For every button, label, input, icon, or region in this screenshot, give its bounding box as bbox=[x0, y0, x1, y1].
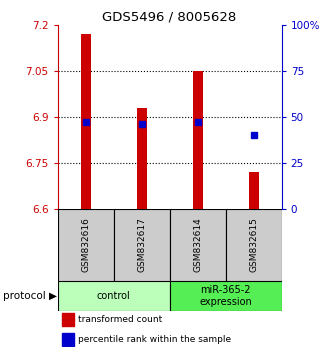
Bar bbox=[58, 281, 170, 311]
Bar bbox=[226, 209, 282, 281]
Bar bbox=[114, 209, 170, 281]
Text: GSM832614: GSM832614 bbox=[193, 218, 202, 272]
Text: GSM832615: GSM832615 bbox=[249, 218, 258, 273]
Bar bbox=[193, 71, 203, 209]
Text: transformed count: transformed count bbox=[78, 315, 162, 324]
Bar bbox=[81, 34, 91, 209]
Text: GSM832616: GSM832616 bbox=[81, 218, 90, 273]
Bar bbox=[62, 313, 74, 326]
Text: miR-365-2
expression: miR-365-2 expression bbox=[199, 285, 252, 307]
Title: GDS5496 / 8005628: GDS5496 / 8005628 bbox=[102, 11, 237, 24]
Text: GSM832617: GSM832617 bbox=[137, 218, 146, 273]
Text: percentile rank within the sample: percentile rank within the sample bbox=[78, 335, 231, 344]
Text: control: control bbox=[97, 291, 131, 301]
Bar bbox=[170, 209, 226, 281]
Bar bbox=[62, 333, 74, 346]
Bar bbox=[170, 281, 282, 311]
Text: protocol ▶: protocol ▶ bbox=[3, 291, 57, 301]
Bar bbox=[137, 108, 147, 209]
Bar bbox=[249, 172, 259, 209]
Bar bbox=[58, 209, 114, 281]
